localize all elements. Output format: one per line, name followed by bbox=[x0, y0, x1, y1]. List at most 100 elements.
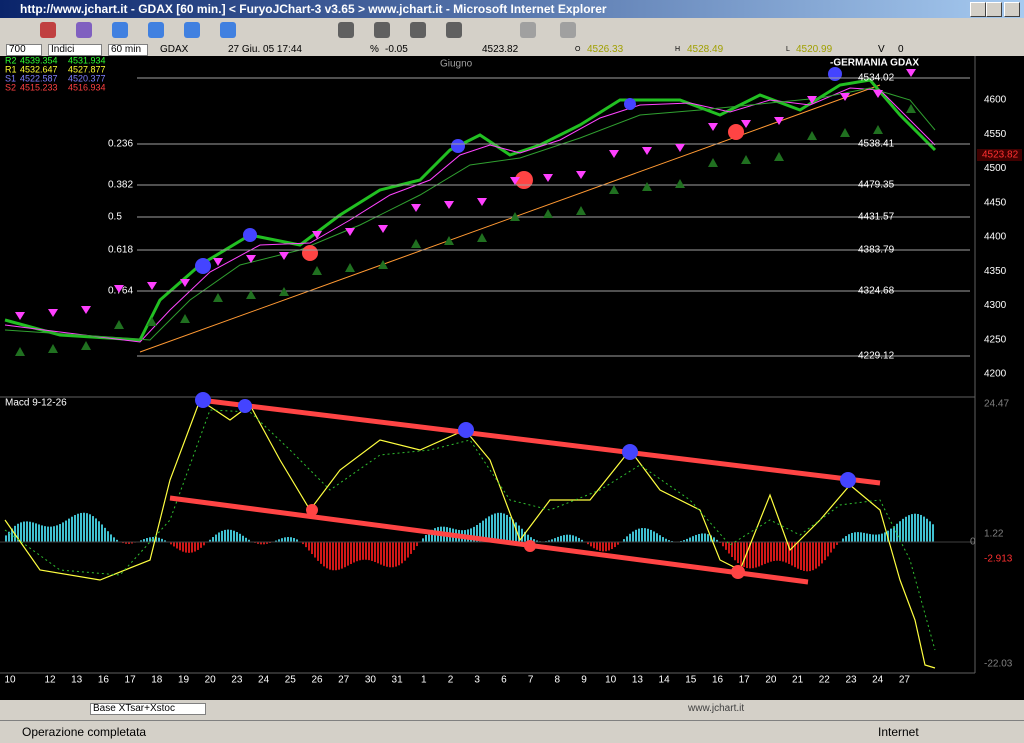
tool-button[interactable] bbox=[410, 22, 426, 38]
histogram-bar bbox=[785, 542, 787, 563]
tool-button[interactable] bbox=[40, 22, 56, 38]
template-field[interactable]: Base XTsar+Xstoc bbox=[90, 703, 206, 715]
histogram-bar bbox=[860, 532, 862, 542]
high-price: 4528.49 bbox=[687, 44, 723, 56]
open-price: 4526.33 bbox=[587, 44, 623, 56]
bars-field[interactable]: 700 bbox=[6, 44, 42, 56]
tool-button[interactable] bbox=[338, 22, 354, 38]
histogram-bar bbox=[353, 542, 355, 562]
signal-dot bbox=[306, 504, 318, 516]
histogram-bar bbox=[200, 542, 202, 548]
macd-tick-label: 0 bbox=[970, 537, 976, 548]
price-tick-label: 4600 bbox=[984, 95, 1007, 106]
macd-tick-label: 1.22 bbox=[984, 529, 1004, 540]
histogram-bar bbox=[692, 536, 694, 542]
histogram-bar bbox=[218, 532, 220, 542]
fib-value: 4538.41 bbox=[858, 139, 895, 150]
fib-label: 0.382 bbox=[108, 180, 133, 191]
histogram-bar bbox=[110, 534, 112, 542]
histogram-bar bbox=[725, 542, 727, 550]
date-label: 16 bbox=[712, 675, 724, 686]
date-label: 10 bbox=[605, 675, 617, 686]
histogram-bar bbox=[404, 542, 406, 561]
histogram-bar bbox=[224, 530, 226, 542]
tool-button[interactable] bbox=[220, 22, 236, 38]
histogram-bar bbox=[770, 542, 772, 562]
histogram-bar bbox=[215, 535, 217, 542]
histogram-bar bbox=[662, 537, 664, 542]
histogram-bar bbox=[86, 513, 88, 542]
date-label: 21 bbox=[792, 675, 804, 686]
histogram-bar bbox=[293, 538, 295, 542]
histogram-bar bbox=[104, 528, 106, 542]
histogram-bar bbox=[80, 513, 82, 542]
histogram-bar bbox=[83, 513, 85, 542]
month-label: Giugno bbox=[440, 59, 473, 70]
histogram-bar bbox=[806, 542, 808, 571]
period-field[interactable]: 60 min bbox=[108, 44, 148, 56]
tool-button[interactable] bbox=[76, 22, 92, 38]
tool-button[interactable] bbox=[446, 22, 462, 38]
signal-dot bbox=[622, 444, 638, 460]
histogram-bar bbox=[638, 529, 640, 542]
tool-button[interactable] bbox=[184, 22, 200, 38]
histogram-bar bbox=[290, 537, 292, 542]
histogram-bar bbox=[560, 536, 562, 542]
histogram-bar bbox=[38, 524, 40, 542]
tool-button[interactable] bbox=[148, 22, 164, 38]
histogram-bar bbox=[335, 542, 337, 570]
last-price-label: 4523.82 bbox=[982, 150, 1019, 161]
histogram-bar bbox=[857, 532, 859, 542]
histogram-bar bbox=[866, 533, 868, 542]
chart-background bbox=[0, 56, 1024, 700]
date-label: 23 bbox=[845, 675, 857, 686]
histogram-bar bbox=[833, 542, 835, 549]
date-label: 7 bbox=[528, 675, 534, 686]
price-tick-label: 4550 bbox=[984, 129, 1007, 140]
histogram-bar bbox=[503, 514, 505, 542]
status-bar: Operazione completata Internet bbox=[0, 720, 1024, 743]
histogram-bar bbox=[845, 536, 847, 542]
histogram-bar bbox=[926, 519, 928, 542]
tool-button[interactable] bbox=[520, 22, 536, 38]
tool-button[interactable] bbox=[112, 22, 128, 38]
tool-button[interactable] bbox=[560, 22, 576, 38]
histogram-bar bbox=[236, 532, 238, 542]
tool-button[interactable] bbox=[374, 22, 390, 38]
minimize-button[interactable] bbox=[970, 2, 986, 17]
histogram-bar bbox=[398, 542, 400, 565]
low-label: L bbox=[786, 44, 790, 56]
toolbar bbox=[0, 18, 1024, 45]
histogram-bar bbox=[389, 542, 391, 567]
histogram-bar bbox=[212, 537, 214, 542]
histogram-bar bbox=[911, 514, 913, 542]
maximize-button[interactable] bbox=[986, 2, 1002, 17]
histogram-bar bbox=[902, 519, 904, 542]
histogram-bar bbox=[734, 542, 736, 560]
histogram-bar bbox=[320, 542, 322, 564]
close-button[interactable] bbox=[1004, 2, 1020, 17]
histogram-bar bbox=[341, 542, 343, 569]
symbol: GDAX bbox=[160, 44, 188, 56]
histogram-bar bbox=[401, 542, 403, 563]
histogram-bar bbox=[407, 542, 409, 558]
histogram-bar bbox=[815, 542, 817, 569]
histogram-bar bbox=[98, 521, 100, 542]
date-label: 23 bbox=[231, 675, 243, 686]
histogram-bar bbox=[158, 538, 160, 542]
group-field[interactable]: Indici bbox=[48, 44, 102, 56]
histogram-bar bbox=[698, 534, 700, 542]
site-label: www.jchart.it bbox=[688, 703, 744, 714]
histogram-bar bbox=[557, 537, 559, 542]
histogram-bar bbox=[44, 526, 46, 542]
title-bar: http://www.jchart.it - GDAX [60 min.] < … bbox=[0, 0, 1024, 18]
histogram-bar bbox=[494, 513, 496, 542]
histogram-bar bbox=[365, 542, 367, 560]
histogram-bar bbox=[776, 542, 778, 561]
date-label: 17 bbox=[125, 675, 137, 686]
volume: 0 bbox=[898, 44, 904, 56]
signal-dot bbox=[624, 98, 636, 110]
date-label: 6 bbox=[501, 675, 507, 686]
histogram-bar bbox=[569, 535, 571, 542]
open-label: O bbox=[575, 44, 580, 56]
